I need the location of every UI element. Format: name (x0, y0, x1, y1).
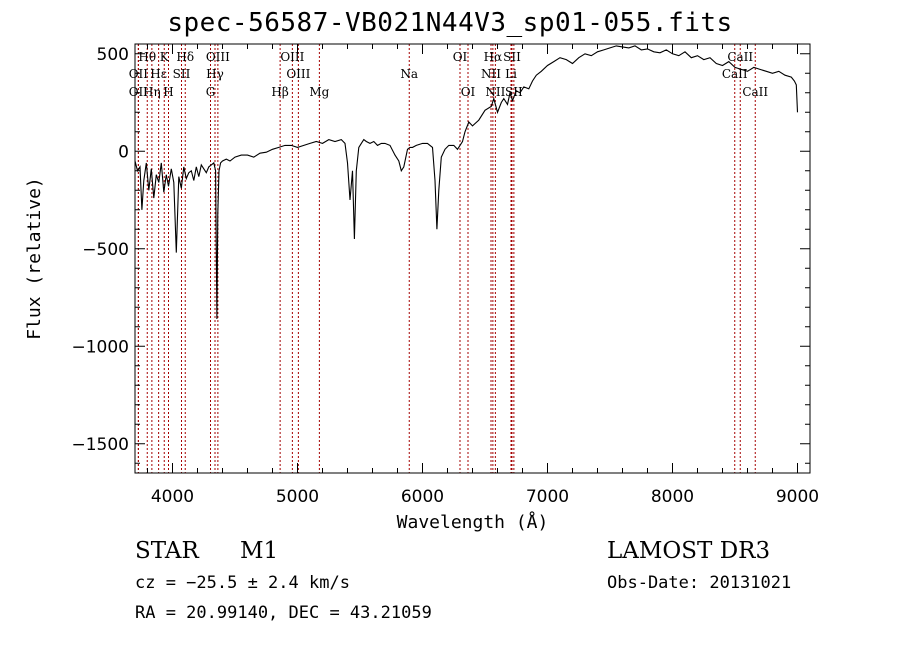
line-marker-label: OIII (206, 50, 230, 64)
ra-dec-coordinates: RA = 20.99140, DEC = 43.21059 (135, 603, 432, 623)
line-marker-label: OI (461, 85, 476, 99)
line-marker-label: H (163, 85, 173, 99)
line-marker-label: Hβ (271, 85, 288, 99)
line-marker-label: CaII (727, 50, 753, 64)
line-marker-label: SII (173, 67, 191, 81)
y-tick-label: 0 (118, 142, 129, 162)
line-markers (137, 44, 756, 473)
line-marker-label: CaII (742, 85, 768, 99)
line-marker-label: Hγ (206, 67, 224, 81)
y-tick-label: −500 (82, 240, 129, 260)
line-marker-label: OII (129, 67, 149, 81)
y-axis-label: Flux (relative) (24, 177, 45, 340)
line-marker-label: Li (505, 67, 517, 81)
line-marker-label: G (206, 85, 216, 99)
x-tick-label: 4000 (151, 487, 194, 507)
x-tick-label: 5000 (276, 487, 319, 507)
line-marker-label: SII (503, 50, 521, 64)
object-class: STAR (135, 538, 199, 564)
line-marker-label: Hη (143, 85, 161, 99)
line-marker-label: Hδ (176, 50, 194, 64)
line-marker-label: OI (453, 50, 468, 64)
plot-frame (134, 43, 811, 474)
object-subclass: M1 (240, 538, 279, 564)
line-marker-label: Mg (309, 85, 329, 99)
chart-title: spec-56587-VB021N44V3_sp01-055.fits (167, 8, 733, 38)
redshift-cz: cz = −25.5 ± 2.4 km/s (135, 573, 350, 593)
line-marker-label: NII (481, 67, 501, 81)
line-marker-label: Na (400, 67, 418, 81)
line-marker-label: NII (485, 85, 505, 99)
line-marker-label: OIII (286, 67, 310, 81)
y-tick-label: −1500 (71, 435, 129, 455)
x-tick-label: 7000 (526, 487, 569, 507)
line-marker-label: Hθ (138, 50, 156, 64)
line-marker-label: CaII (722, 67, 748, 81)
observation-date: Obs-Date: 20131021 (607, 573, 792, 593)
line-marker-label: OII (129, 85, 149, 99)
line-marker-label: Hε (150, 67, 167, 81)
x-tick-label: 8000 (651, 487, 694, 507)
x-tick-label: 6000 (401, 487, 444, 507)
y-tick-label: 500 (97, 45, 129, 65)
survey-name: LAMOST DR3 (607, 538, 771, 564)
spectrum-line (134, 45, 799, 320)
line-marker-label: Hα (484, 50, 503, 64)
x-tick-label: 9000 (776, 487, 819, 507)
line-marker-label: OIII (280, 50, 304, 64)
y-tick-label: −1000 (71, 337, 129, 357)
line-marker-label: K (160, 50, 170, 64)
x-axis-label: Wavelength (Å) (397, 511, 549, 533)
axes: 4000 5000 6000 7000 8000 9000 −1500 −1000 −500 0 5… (24, 44, 819, 533)
